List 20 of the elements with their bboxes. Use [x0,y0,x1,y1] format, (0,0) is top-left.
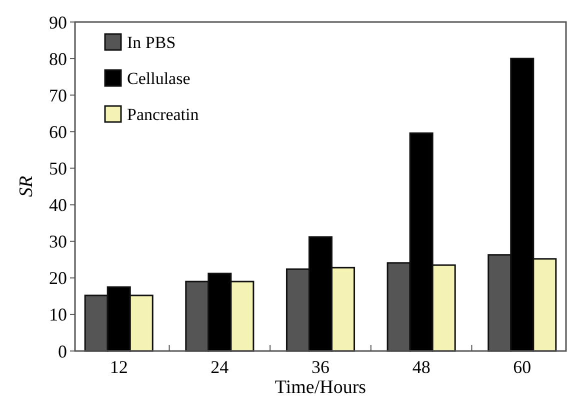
y-tick-label: 50 [49,158,67,179]
x-tick-label: 36 [312,357,330,377]
legend-label: Pancreatin [127,104,200,124]
x-tick-label: 48 [412,357,430,377]
y-tick-label: 10 [49,304,67,325]
y-tick-label: 30 [49,232,67,252]
y-axis-title: SR [16,176,37,198]
y-tick-label: 40 [49,195,67,216]
y-tick-label: 80 [49,48,67,69]
y-tick-label: 90 [49,12,67,32]
x-tick-label: 60 [513,357,532,377]
x-tick-label: 12 [110,357,128,377]
y-tick-label: 20 [49,268,67,288]
y-tick-label: 60 [49,122,67,142]
legend-label: In PBS [127,32,176,52]
x-axis-title: Time/Hours [274,377,366,398]
x-tick-label: 24 [210,357,229,377]
y-tick-label: 70 [49,85,67,106]
legend-label: Cellulase [127,68,190,88]
y-tick-label: 0 [58,341,67,362]
